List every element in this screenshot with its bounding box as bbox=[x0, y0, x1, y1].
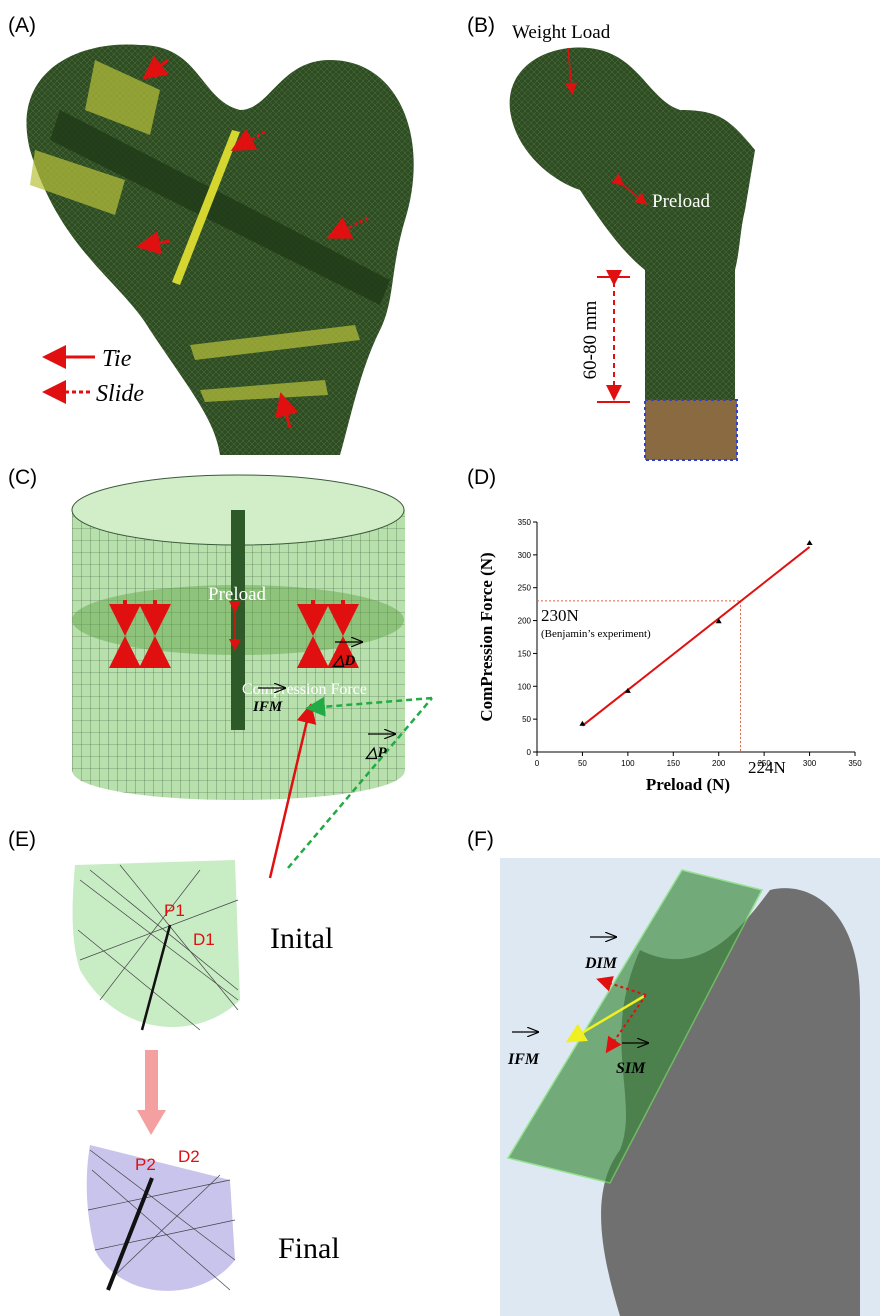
annotation: IFM bbox=[252, 699, 283, 715]
x-tick-label: 200 bbox=[712, 759, 726, 768]
annotation: D1 bbox=[193, 930, 215, 949]
x-tick-label: 300 bbox=[803, 759, 817, 768]
annotation: DIM bbox=[584, 955, 618, 972]
x-axis-title: Preload (N) bbox=[646, 775, 730, 794]
annotation: △P bbox=[364, 745, 388, 761]
panel-label: (A) bbox=[8, 14, 36, 37]
y-tick-label: 200 bbox=[518, 617, 532, 626]
annotation: Preload bbox=[208, 584, 267, 605]
panel-label: (E) bbox=[8, 828, 36, 851]
annotation: Inital bbox=[270, 922, 333, 955]
annotation: 230N bbox=[541, 606, 579, 625]
panel-f: (F) DIM IFM SIM bbox=[467, 828, 880, 1316]
point bbox=[807, 540, 813, 545]
x-tick-label: 50 bbox=[578, 759, 587, 768]
annotation: Final bbox=[278, 1232, 340, 1265]
y-tick-label: 100 bbox=[518, 682, 532, 691]
annotation: △D bbox=[331, 653, 356, 669]
panel-label: (F) bbox=[467, 828, 494, 851]
final-view bbox=[87, 1145, 235, 1291]
x-tick-label: 250 bbox=[757, 759, 771, 768]
y-tick-label: 350 bbox=[518, 518, 532, 527]
x-tick-label: 350 bbox=[848, 759, 862, 768]
panel-label: (B) bbox=[467, 14, 495, 37]
y-axis-title: ComPression Force (N) bbox=[477, 552, 496, 721]
y-tick-label: 300 bbox=[518, 551, 532, 560]
mesh-b bbox=[510, 48, 755, 461]
y-tick-label: 150 bbox=[518, 649, 532, 658]
x-tick-label: 0 bbox=[535, 759, 540, 768]
panel-c: (C) Preload Compression Force bbox=[8, 466, 405, 800]
annotation: P2 bbox=[135, 1155, 156, 1174]
annotation: Weight Load bbox=[512, 22, 611, 43]
x-tick-label: 100 bbox=[621, 759, 635, 768]
panel-a: (A) Tie Slide bbox=[8, 14, 414, 455]
panel-d: (D) Preload (N) ComPression Force (N) 23… bbox=[467, 466, 862, 794]
panel-b: (B) Weight Load Preload 60-80 mm bbox=[467, 14, 755, 460]
figure: (A) Tie Slide (B) Weight Load Preload 60… bbox=[0, 0, 880, 1316]
annotation: P1 bbox=[164, 901, 185, 920]
panel-label: (C) bbox=[8, 466, 37, 489]
x-tick-label: 150 bbox=[667, 759, 681, 768]
annotation: D2 bbox=[178, 1147, 200, 1166]
transition-arrow bbox=[137, 1050, 166, 1135]
panel-label: (D) bbox=[467, 466, 496, 489]
annotation: IFM bbox=[507, 1051, 540, 1068]
annotation: SIM bbox=[616, 1060, 646, 1077]
annotation: Tie bbox=[102, 346, 132, 372]
annotation: 60-80 mm bbox=[580, 300, 601, 379]
annotation: Compression Force bbox=[242, 681, 367, 698]
y-tick-label: 0 bbox=[527, 748, 532, 757]
annotation: (Benjamin’s experiment) bbox=[541, 628, 651, 640]
y-tick-label: 50 bbox=[522, 715, 531, 724]
fixed-support bbox=[645, 400, 737, 460]
annotation: Preload bbox=[652, 191, 711, 212]
annotation: Slide bbox=[96, 381, 144, 407]
initial-view bbox=[73, 860, 240, 1027]
y-tick-label: 250 bbox=[518, 584, 532, 593]
